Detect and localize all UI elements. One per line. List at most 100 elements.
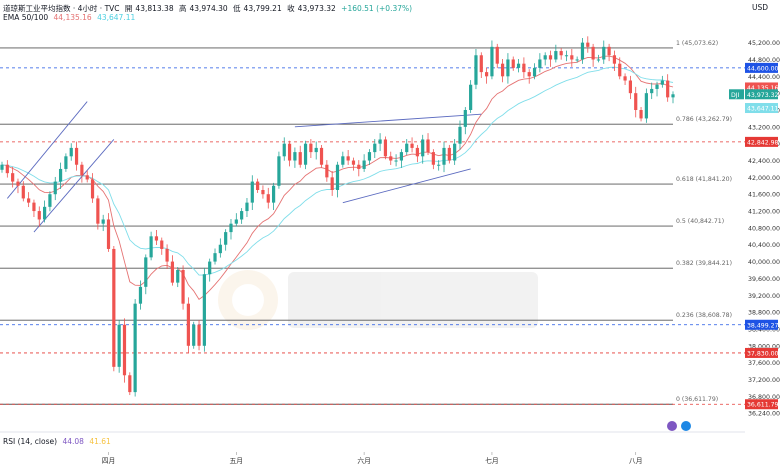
candle-body [117, 324, 121, 367]
candle-body [154, 236, 159, 241]
trendline [342, 168, 471, 204]
y-axis-tick-label: 40,000.00 [748, 259, 780, 266]
watermark-wordmark [288, 272, 538, 328]
candle-body [128, 375, 132, 393]
candle-body [314, 147, 318, 153]
candle-body [186, 303, 190, 346]
trendline [294, 113, 482, 128]
y-axis-tick-label: 41,200.00 [748, 209, 780, 216]
price-tag-label: 43,973.32 [747, 92, 779, 99]
candle-body [32, 202, 36, 212]
candle-body [325, 164, 329, 178]
candle-body [160, 240, 164, 249]
candle-body [106, 219, 111, 249]
price-tag [745, 103, 778, 114]
candle-body [202, 274, 206, 346]
y-axis-tick-label: 39,200.00 [748, 293, 780, 300]
candle-body [591, 46, 595, 60]
candle-body [564, 55, 569, 57]
candle-body [144, 257, 148, 287]
candle-body [213, 253, 217, 262]
price-tag [745, 399, 778, 410]
candle-body [48, 194, 52, 207]
candle-body [261, 190, 265, 195]
candle-body [58, 168, 63, 182]
watermark-emblem [218, 270, 278, 330]
candle-body [405, 143, 409, 153]
candle-body [362, 160, 366, 169]
candle-body [548, 55, 553, 60]
candle-body [346, 156, 350, 161]
candle-body [607, 46, 611, 56]
candle-body [96, 198, 100, 224]
candle-body [383, 139, 388, 157]
y-axis-tick-label: 39,600.00 [748, 276, 780, 283]
candle-body [351, 160, 356, 165]
candle-body [437, 164, 441, 166]
candle-body [373, 143, 377, 153]
candle-body [394, 160, 398, 162]
price-tag [745, 89, 778, 100]
candle-body [74, 147, 79, 165]
candle-body [16, 181, 20, 186]
x-axis-tick-label: 六月 [357, 456, 371, 465]
watermark-logo [218, 270, 538, 330]
x-axis-tick-label: 七月 [485, 456, 499, 465]
open-value: 43,813.38 [135, 4, 174, 13]
rsi-legend[interactable]: RSI (14, close) 44.08 41.61 [3, 437, 114, 446]
candle-body [138, 286, 143, 304]
candle-body [543, 55, 547, 60]
currency-label: USD [751, 3, 768, 12]
y-axis-tick-label: 38,400.00 [748, 326, 780, 333]
candle-body [623, 76, 627, 81]
rsi-label: RSI (14, close) [3, 437, 58, 446]
candle-body [80, 164, 84, 176]
y-axis-tick-label: 45,200.00 [748, 40, 780, 47]
candle-body [197, 324, 201, 346]
candle-body [580, 42, 585, 60]
y-axis-tick-label: 36,240.00 [748, 411, 780, 418]
candle-body [165, 248, 169, 262]
candle-body [586, 42, 590, 47]
candle-body [469, 84, 473, 110]
candle-body [53, 181, 57, 195]
candle-body [250, 181, 254, 203]
candle-body [176, 270, 180, 283]
x-axis-tick-label: 八月 [629, 457, 643, 465]
ema50-value: 44,135.16 [53, 13, 92, 22]
candle-body [245, 202, 249, 212]
candle-body [5, 164, 9, 174]
candle-body [170, 261, 175, 283]
symbol-header: 道琼斯工业平均指数 · 4小时 · TVC 開 43,813.38 高 43,974… [3, 3, 415, 14]
close-value: 43,973.32 [297, 4, 336, 13]
candle-body [650, 88, 654, 94]
candle-body [458, 126, 462, 144]
candle-body [522, 63, 526, 73]
y-axis-tick-label: 44,800.00 [748, 57, 780, 64]
y-axis-tick-label: 37,600.00 [748, 360, 780, 367]
y-axis-tick-label: 41,600.00 [748, 192, 780, 199]
price-tag [745, 62, 778, 73]
candle-body [660, 80, 664, 85]
candle-body [0, 164, 4, 170]
y-axis-tick-label: 38,800.00 [748, 310, 780, 317]
candle-body [378, 139, 382, 144]
candle-body [639, 110, 643, 119]
candle-body [90, 179, 95, 199]
price-tag-label: 37,830.00 [747, 350, 779, 357]
candle-body [575, 59, 579, 61]
candle-body [495, 46, 499, 64]
ema-legend[interactable]: EMA 50/100 44,135.16 43,647.11 [3, 13, 138, 22]
trendline [33, 139, 115, 233]
candle-body [628, 80, 632, 94]
candle-body [208, 261, 212, 275]
price-tag-label: 38,499.27 [747, 322, 779, 329]
price-tag-label: 44,135.16 [747, 85, 779, 92]
candle-body [554, 51, 558, 60]
high-label: 高 [178, 4, 187, 13]
x-axis-tick-label: 五月 [230, 457, 244, 465]
price-tag-label: 44,600.00 [747, 65, 779, 72]
candle-body [240, 211, 244, 220]
